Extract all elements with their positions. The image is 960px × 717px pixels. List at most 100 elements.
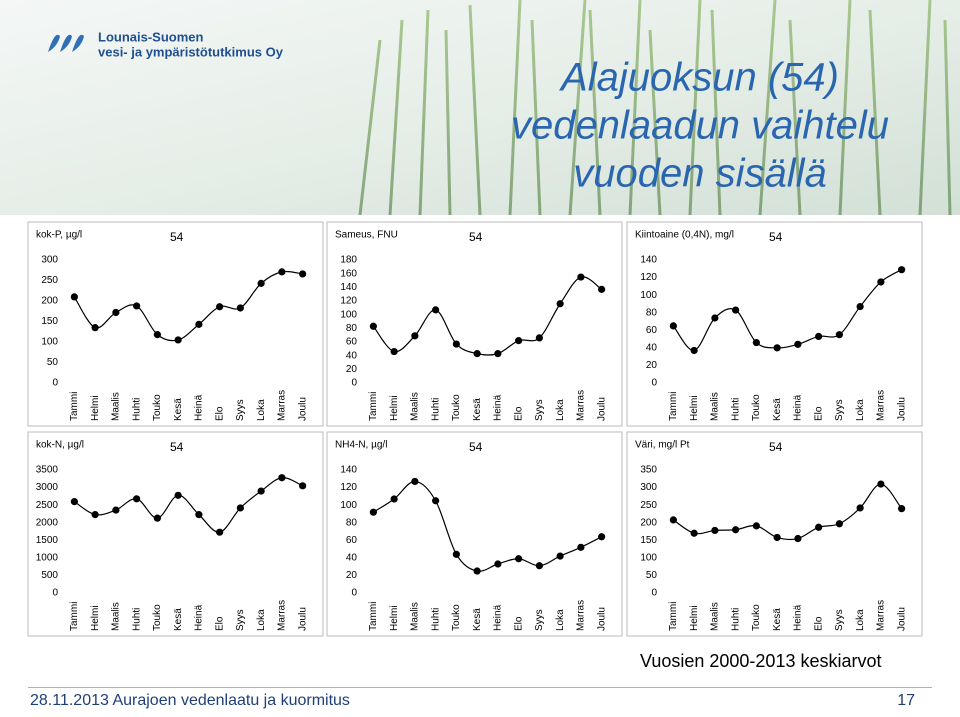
- x-tick-label: Elo: [513, 616, 524, 631]
- x-tick-label: Maalis: [111, 392, 122, 421]
- marker: [732, 526, 740, 534]
- x-tick-label: Elo: [214, 616, 225, 631]
- x-tick-label: Touko: [152, 394, 163, 421]
- slide-title: Alajuoksun (54): [559, 56, 839, 100]
- y-tick-label: 40: [646, 342, 658, 353]
- y-tick-label: 1000: [36, 552, 59, 563]
- x-tick-label: Kesä: [173, 398, 184, 421]
- chart-panel: [27, 221, 324, 427]
- logo-text: Lounais-Suomen: [98, 29, 204, 44]
- marker: [773, 533, 781, 542]
- marker: [174, 336, 182, 344]
- x-tick-label: Syys: [235, 399, 246, 421]
- marker: [70, 293, 78, 301]
- marker: [390, 347, 398, 356]
- x-tick-label: Helmi: [90, 605, 101, 631]
- y-tick-label: 1500: [36, 535, 59, 546]
- marker: [669, 516, 677, 524]
- x-tick-label: Loka: [555, 399, 566, 421]
- y-tick-label: 500: [41, 570, 58, 581]
- x-tick-label: Huhti: [430, 608, 441, 631]
- marker: [494, 560, 502, 568]
- footer-text: 28.11.2013 Aurajoen vedenlaatu ja kuormi…: [30, 692, 350, 709]
- x-tick-label: Syys: [834, 609, 845, 631]
- x-tick-label: Joulu: [596, 607, 607, 631]
- marker: [556, 300, 564, 308]
- y-tick-label: 0: [651, 588, 657, 599]
- x-tick-label: Heinä: [793, 604, 804, 631]
- x-tick-label: Tammi: [69, 392, 80, 421]
- marker: [257, 279, 265, 287]
- marker: [174, 491, 182, 499]
- logo: Lounais-Suomen vesi- ja ympäristötutkimu…: [48, 29, 284, 59]
- x-tick-label: Helmi: [389, 605, 400, 631]
- x-tick-label: Tammi: [69, 602, 80, 631]
- marker: [390, 495, 398, 503]
- marker: [856, 504, 864, 512]
- x-tick-label: Helmi: [689, 605, 700, 631]
- marker: [877, 278, 885, 286]
- x-tick-label: Maalis: [710, 602, 721, 631]
- marker: [752, 522, 760, 530]
- chart-panel: [27, 431, 324, 637]
- chart-title: Sameus, FNU: [335, 230, 398, 241]
- x-tick-label: Loka: [256, 399, 267, 421]
- x-tick-label: Kesä: [772, 398, 783, 421]
- page-number: 17: [897, 692, 915, 709]
- slide-title: vedenlaadun vaihtelu: [511, 104, 889, 148]
- x-tick-label: Marras: [576, 390, 587, 421]
- x-tick-label: Touko: [152, 604, 163, 631]
- y-tick-label: 100: [640, 552, 657, 563]
- y-tick-label: 180: [340, 255, 357, 266]
- chart-annotation: 54: [769, 230, 783, 244]
- chart-annotation: 54: [769, 440, 783, 454]
- chart: Kiintoaine (0,4N), mg/l 54 0 20 40 60 80 100 120…: [626, 221, 923, 427]
- marker: [411, 477, 419, 486]
- y-tick-label: 150: [640, 535, 657, 546]
- y-tick-label: 80: [646, 307, 658, 318]
- x-tick-label: Helmi: [90, 395, 101, 421]
- y-tick-label: 50: [47, 357, 59, 368]
- y-tick-label: 120: [340, 296, 357, 307]
- marker: [815, 332, 823, 341]
- y-tick-label: 140: [340, 465, 357, 476]
- marker: [794, 340, 802, 348]
- marker: [794, 534, 802, 543]
- chart: kok-P, µg/l 54 0 50 100 150 200 250 300 Tammi Helm…: [27, 221, 324, 427]
- y-tick-label: 20: [346, 364, 358, 375]
- x-tick-label: Elo: [214, 406, 225, 421]
- chart-panel: [326, 431, 623, 637]
- x-tick-label: Maalis: [410, 602, 421, 631]
- x-tick-label: Loka: [855, 399, 866, 421]
- marker: [195, 511, 203, 519]
- x-tick-label: Joulu: [896, 397, 907, 421]
- chart: kok-N, µg/l 54 0 500 1000 1500 2000 2500 3000 350…: [27, 431, 324, 637]
- chart-panel: [626, 431, 923, 637]
- y-tick-label: 80: [346, 323, 358, 334]
- y-tick-label: 140: [640, 255, 657, 266]
- marker: [432, 306, 440, 314]
- marker: [133, 495, 141, 503]
- marker: [732, 306, 740, 314]
- x-tick-label: Syys: [534, 399, 545, 421]
- y-tick-label: 2000: [36, 517, 59, 528]
- x-tick-label: Elo: [813, 406, 824, 421]
- y-tick-label: 300: [640, 482, 657, 493]
- marker: [494, 350, 502, 358]
- marker: [133, 302, 141, 310]
- y-tick-label: 20: [346, 570, 358, 581]
- x-tick-label: Maalis: [111, 602, 122, 631]
- x-tick-label: Helmi: [389, 395, 400, 421]
- marker: [690, 529, 698, 537]
- marker: [856, 302, 864, 311]
- x-tick-label: Tammi: [368, 602, 379, 631]
- x-tick-label: Touko: [451, 394, 462, 421]
- marker: [711, 314, 719, 322]
- x-tick-label: Tammi: [668, 392, 679, 421]
- marker: [112, 506, 120, 514]
- x-tick-label: Joulu: [297, 607, 308, 631]
- y-tick-label: 150: [41, 316, 58, 327]
- marker: [773, 344, 781, 352]
- y-tick-label: 50: [646, 570, 658, 581]
